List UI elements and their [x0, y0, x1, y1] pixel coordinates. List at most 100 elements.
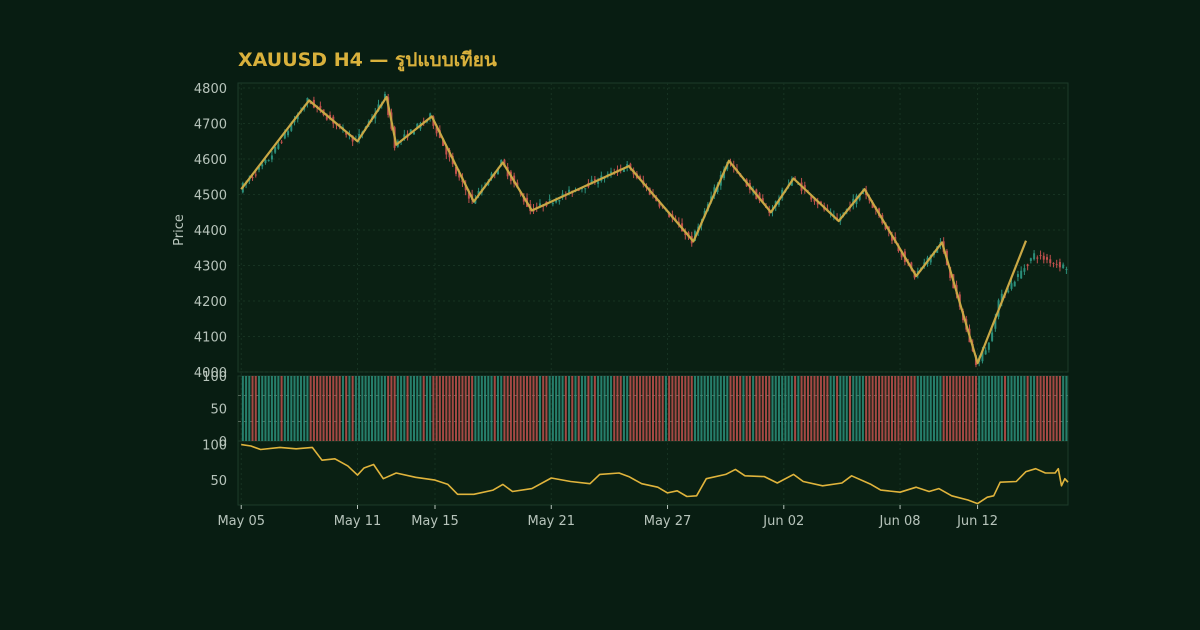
candle-body: [1013, 281, 1016, 287]
candle-body: [290, 124, 293, 131]
pattern-bar: [471, 376, 474, 441]
price-tick-label: 4300: [194, 260, 227, 275]
price-tick-label: 4200: [194, 295, 227, 310]
pattern-bar: [406, 376, 409, 441]
candle-body: [277, 144, 280, 149]
candle-body: [261, 164, 264, 167]
candle: [1058, 258, 1061, 272]
oscillator-tick-label: 100: [202, 439, 227, 454]
candle-body: [629, 163, 632, 168]
pattern-bar: [629, 376, 632, 441]
pattern-bars: [241, 376, 1068, 441]
pattern-bar: [606, 376, 609, 441]
pattern-bar: [991, 376, 994, 441]
pattern-bar: [894, 376, 897, 441]
pattern-bar: [852, 376, 855, 441]
candle-body: [254, 174, 257, 176]
pattern-bar: [293, 376, 296, 441]
x-tick-label: Jun 12: [956, 514, 998, 529]
candle-body: [429, 113, 432, 118]
pattern-bar: [348, 376, 351, 441]
pattern-bar: [1007, 376, 1010, 441]
pattern-bar: [613, 376, 616, 441]
candle: [1062, 262, 1065, 269]
candle-body: [416, 123, 419, 129]
pattern-bar: [445, 376, 448, 441]
candle-body: [454, 167, 457, 174]
oscillator-line: [241, 443, 1069, 505]
price-panel: [237, 82, 1069, 373]
pattern-bar: [538, 376, 541, 441]
pattern-bar: [671, 376, 674, 441]
pattern-bar: [920, 376, 923, 441]
pattern-bar: [1016, 376, 1019, 441]
pattern-bar: [422, 376, 425, 441]
pattern-bar: [597, 376, 600, 441]
pattern-bar: [371, 376, 374, 441]
pattern-bar: [897, 376, 900, 441]
price-tick-label: 4500: [194, 189, 227, 204]
candle-body: [622, 169, 625, 172]
pattern-bar: [929, 376, 932, 441]
pattern-bar: [316, 376, 319, 441]
x-tick-label: May 05: [217, 514, 265, 529]
pattern-bar: [574, 376, 577, 441]
candle-body: [1026, 264, 1029, 267]
pattern-bar: [745, 376, 748, 441]
pattern-bar: [981, 376, 984, 441]
candle: [987, 342, 990, 353]
candle-body: [900, 250, 903, 258]
pattern-bar: [1036, 376, 1039, 441]
pattern-bar: [1046, 376, 1049, 441]
candle: [684, 228, 687, 240]
pattern-bar: [616, 376, 619, 441]
candle-body: [1058, 262, 1061, 268]
pattern-bar: [341, 376, 344, 441]
pattern-bar: [865, 376, 868, 441]
pattern-bar: [522, 376, 525, 441]
pattern-bar: [535, 376, 538, 441]
candle-body: [555, 199, 558, 203]
pattern-bar: [351, 376, 354, 441]
pattern-bar: [878, 376, 881, 441]
x-tick-label: Jun 08: [879, 514, 921, 529]
candle-body: [981, 351, 984, 362]
pattern-bar: [826, 376, 829, 441]
pattern-bar: [474, 376, 477, 441]
pattern-bar: [287, 376, 290, 441]
pattern-bar: [561, 376, 564, 441]
pattern-bar: [329, 376, 332, 441]
candle: [1055, 259, 1058, 268]
pattern-bar: [374, 376, 377, 441]
pattern-bar: [962, 376, 965, 441]
pattern-bar: [849, 376, 852, 441]
pattern-bar: [251, 376, 254, 441]
pattern-bar: [771, 376, 774, 441]
pattern-bar: [1042, 376, 1045, 441]
pattern-tick-label: 0: [219, 435, 227, 450]
candle-body: [409, 129, 412, 134]
pattern-bar: [1010, 376, 1013, 441]
pattern-bar: [290, 376, 293, 441]
pattern-bar: [729, 376, 732, 441]
candle: [1039, 250, 1042, 260]
pattern-bar: [248, 376, 251, 441]
pattern-bar: [380, 376, 383, 441]
pattern-bar: [942, 376, 945, 441]
pattern-bar: [603, 376, 606, 441]
candle-body: [568, 189, 571, 193]
pattern-bar: [432, 376, 435, 441]
candle-body: [267, 160, 270, 162]
pattern-bar: [532, 376, 535, 441]
candle-body: [257, 167, 260, 170]
candle-body: [1036, 257, 1039, 259]
pattern-bar: [383, 376, 386, 441]
pattern-bar: [555, 376, 558, 441]
candle: [1020, 266, 1023, 279]
pattern-bar: [913, 376, 916, 441]
candle: [1036, 255, 1039, 264]
pattern-bar: [416, 376, 419, 441]
pattern-bar: [577, 376, 580, 441]
pattern-bar: [506, 376, 509, 441]
pattern-bar: [813, 376, 816, 441]
